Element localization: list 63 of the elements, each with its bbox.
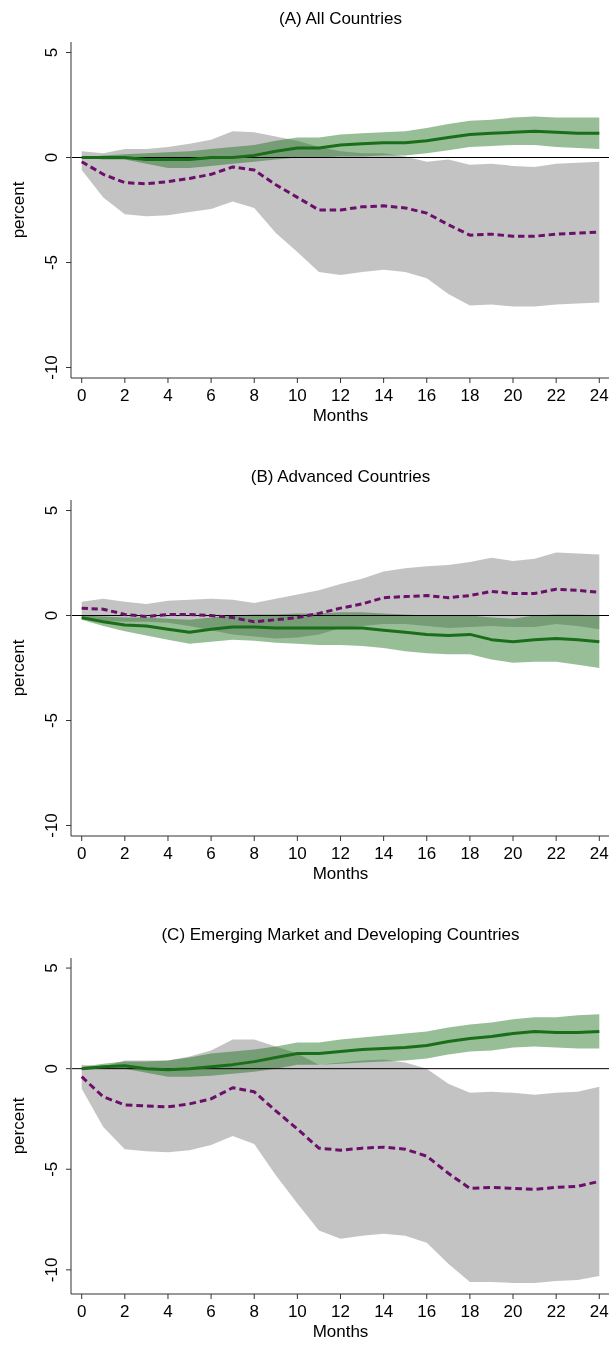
x-tick-label: 2 <box>120 1302 130 1321</box>
x-tick-label: 12 <box>331 386 350 405</box>
y-axis-title: percent <box>9 639 28 697</box>
y-tick-label: -5 <box>42 1161 61 1177</box>
x-tick-label: 14 <box>374 1302 394 1321</box>
y-tick-label: 5 <box>42 47 61 58</box>
x-tick-label: 6 <box>206 844 216 863</box>
x-tick-label: 18 <box>460 844 480 863</box>
x-tick-label: 20 <box>503 844 523 863</box>
chart-title: (C) Emerging Market and Developing Countries <box>161 925 520 944</box>
x-tick-label: 18 <box>460 1302 480 1321</box>
y-tick-label: 5 <box>42 505 61 516</box>
x-tick-label: 8 <box>249 844 259 863</box>
x-tick-label: 16 <box>417 844 437 863</box>
y-tick-label: 5 <box>42 963 61 973</box>
x-tick-label: 14 <box>374 844 394 863</box>
x-tick-label: 8 <box>249 1302 259 1321</box>
x-tick-label: 2 <box>120 386 130 405</box>
y-tick-label: 0 <box>42 610 61 621</box>
chart-title: (A) All Countries <box>279 9 402 28</box>
x-tick-label: 18 <box>460 386 480 405</box>
x-tick-label: 0 <box>76 1302 87 1321</box>
x-tick-label: 8 <box>249 386 259 405</box>
x-tick-label: 24 <box>589 844 609 863</box>
x-tick-label: 24 <box>589 386 609 405</box>
y-axis-title: percent <box>9 181 28 239</box>
x-tick-label: 14 <box>374 386 394 405</box>
y-tick-label: -10 <box>42 1257 61 1283</box>
x-tick-label: 4 <box>163 1302 173 1321</box>
x-tick-label: 10 <box>287 386 307 405</box>
y-tick-label: 0 <box>42 152 61 163</box>
x-tick-label: 22 <box>546 844 566 863</box>
y-tick-label: 0 <box>42 1063 61 1074</box>
x-tick-label: 22 <box>546 386 566 405</box>
x-tick-label: 0 <box>76 386 87 405</box>
y-tick-label: -10 <box>42 355 61 380</box>
y-axis-title: percent <box>9 1097 28 1155</box>
x-tick-label: 22 <box>546 1302 566 1321</box>
x-tick-label: 2 <box>120 844 130 863</box>
x-tick-label: 10 <box>287 1302 307 1321</box>
x-tick-label: 10 <box>287 844 307 863</box>
line-series <box>80 1029 601 1072</box>
line-series <box>80 616 601 644</box>
y-tick-label: -5 <box>42 712 61 729</box>
x-tick-label: 24 <box>589 1302 609 1321</box>
x-axis-title: Months <box>312 864 369 883</box>
x-tick-label: 4 <box>163 386 173 405</box>
y-tick-label: -5 <box>42 254 61 271</box>
x-axis-title: Months <box>312 1322 369 1341</box>
x-tick-label: 16 <box>417 386 437 405</box>
x-tick-label: 4 <box>163 844 173 863</box>
x-tick-label: 16 <box>417 1302 437 1321</box>
x-tick-label: 0 <box>76 844 87 863</box>
x-tick-label: 12 <box>331 844 350 863</box>
x-tick-label: 12 <box>331 1302 350 1321</box>
chart-title: (B) Advanced Countries <box>250 467 431 486</box>
x-tick-label: 6 <box>206 1302 216 1321</box>
x-tick-label: 6 <box>206 386 216 405</box>
y-tick-label: -10 <box>42 813 61 838</box>
x-axis-title: Months <box>312 406 369 425</box>
x-tick-label: 20 <box>503 386 523 405</box>
line-series <box>80 129 601 162</box>
x-tick-label: 20 <box>503 1302 523 1321</box>
